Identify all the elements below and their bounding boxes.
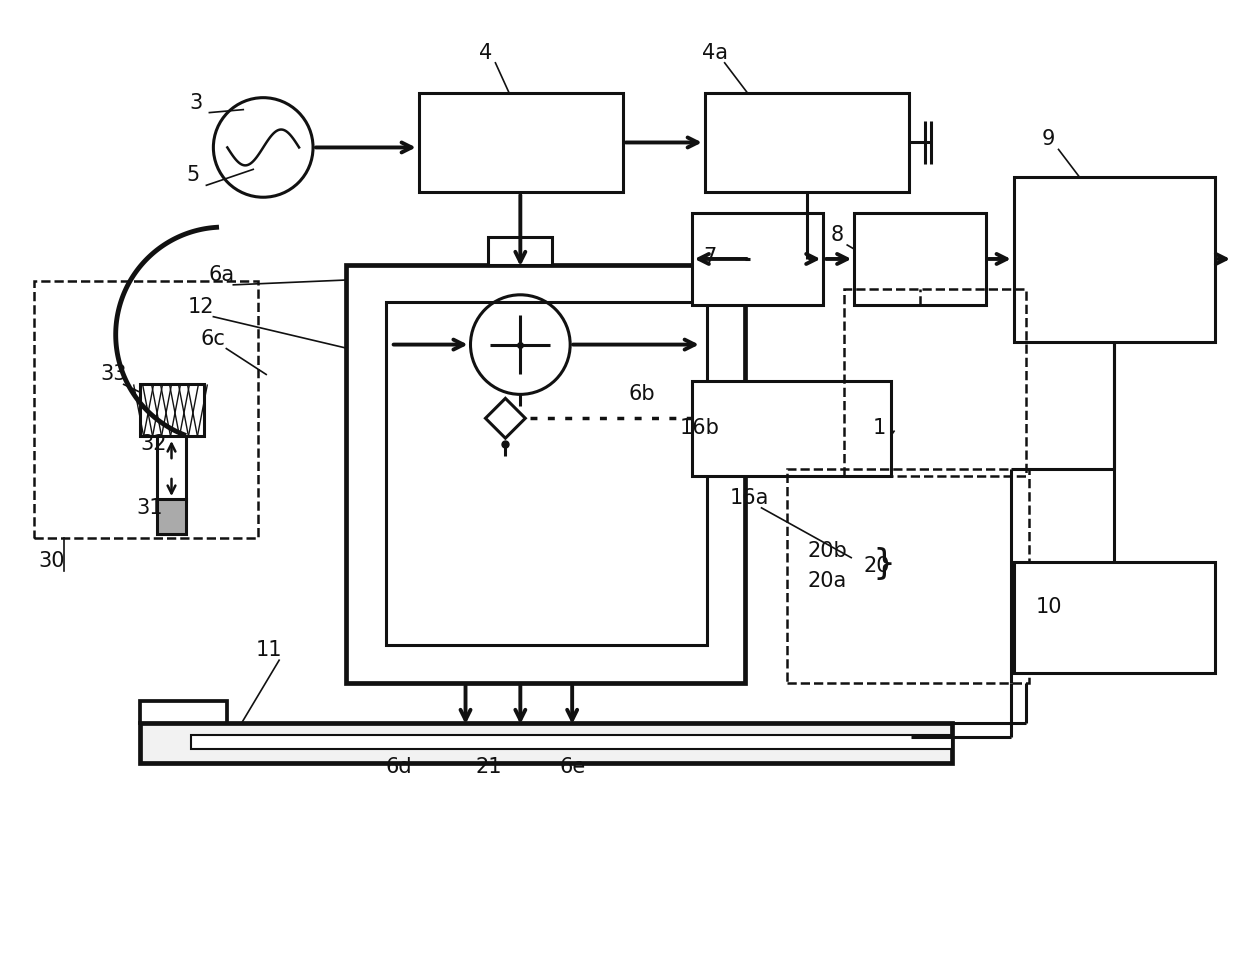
Text: 6e: 6e [559,757,585,776]
Bar [489,237,552,265]
Bar [844,289,1025,476]
Text: 10: 10 [1035,598,1061,618]
Bar [156,499,186,533]
Text: 3: 3 [190,93,203,113]
Bar [191,735,952,749]
Text: 16a: 16a [730,488,769,508]
Text: 9: 9 [1042,129,1055,149]
Polygon shape [485,399,526,438]
Bar [854,213,986,305]
Text: 33: 33 [100,364,126,384]
Bar [140,384,205,436]
Bar [156,409,186,501]
Text: 30: 30 [38,551,66,571]
Text: 20a: 20a [807,571,847,591]
Text: 6a: 6a [208,265,234,285]
Text: 5: 5 [187,165,200,185]
Bar [787,469,1029,684]
Text: 32: 32 [140,434,167,454]
Text: 8: 8 [831,225,844,245]
Text: 31: 31 [136,498,162,518]
Text: 16b: 16b [680,418,719,438]
Text: 20b: 20b [807,541,847,560]
Bar [140,723,952,763]
Text: 4a: 4a [702,43,728,63]
Bar [1013,561,1215,673]
Text: 6b: 6b [629,384,655,404]
Bar [1013,177,1215,341]
Text: 11: 11 [255,641,283,661]
Text: 20: 20 [864,555,890,576]
Text: 4: 4 [479,43,492,63]
Text: 21: 21 [475,757,502,776]
Text: 7: 7 [703,247,717,267]
Text: 6d: 6d [386,757,412,776]
Text: 1: 1 [873,418,885,438]
Bar [692,213,823,305]
Bar [346,265,744,684]
Bar [419,93,622,192]
Bar [386,302,707,645]
Text: }: } [873,547,895,580]
Bar [33,281,258,537]
Bar [704,93,909,192]
Text: 6c: 6c [201,329,226,349]
Text: 12: 12 [188,296,215,316]
Bar [140,701,227,723]
Bar [692,381,892,476]
